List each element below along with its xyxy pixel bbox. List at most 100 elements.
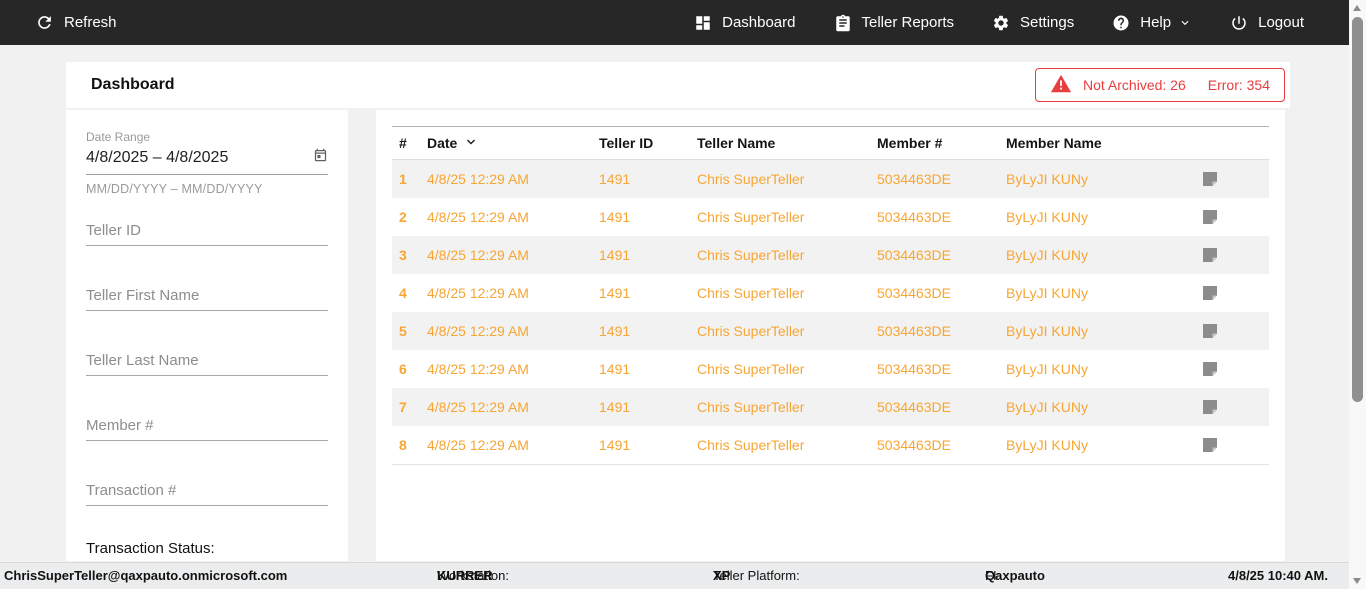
cell-teller-name: Chris SuperTeller bbox=[697, 361, 805, 377]
cell-member-num: 5034463DE bbox=[877, 171, 951, 187]
scrollbar-thumb[interactable] bbox=[1352, 17, 1363, 402]
calendar-icon[interactable] bbox=[313, 147, 328, 168]
note-icon[interactable] bbox=[1194, 399, 1269, 415]
current-datetime: 4/8/25 10:40 AM. bbox=[1228, 568, 1328, 583]
column-header-number: # bbox=[399, 135, 407, 151]
cell-date: 4/8/25 12:29 AM bbox=[427, 437, 529, 453]
cell-member-name: ByLyJI KUNy bbox=[1006, 399, 1088, 415]
table-row[interactable]: 2 4/8/25 12:29 AM 1491 Chris SuperTeller 503… bbox=[392, 198, 1269, 236]
cell-num: 4 bbox=[399, 285, 407, 301]
cell-teller-name: Chris SuperTeller bbox=[697, 323, 805, 339]
cell-num: 3 bbox=[399, 247, 407, 263]
date-range-field[interactable]: Date Range 4/8/2025 – 4/8/2025 bbox=[86, 130, 328, 175]
nav-logout[interactable]: Logout bbox=[1230, 14, 1304, 32]
table-row[interactable]: 5 4/8/25 12:29 AM 1491 Chris SuperTeller 503… bbox=[392, 312, 1269, 350]
workstation-status: Workstation: KURRER bbox=[437, 568, 510, 583]
note-icon[interactable] bbox=[1194, 323, 1269, 339]
cell-member-num: 5034463DE bbox=[877, 285, 951, 301]
cell-num: 1 bbox=[399, 171, 407, 187]
top-navbar: Refresh Dashboard Teller Reports Setting… bbox=[0, 0, 1349, 45]
cell-member-name: ByLyJI KUNy bbox=[1006, 209, 1088, 225]
status-bar: ChrisSuperTeller@qaxpauto.onmicrosoft.co… bbox=[0, 562, 1366, 589]
teller-last-name-input[interactable] bbox=[86, 346, 328, 376]
cell-teller-id: 1491 bbox=[599, 209, 631, 225]
cell-member-num: 5034463DE bbox=[877, 247, 951, 263]
nav-settings[interactable]: Settings bbox=[992, 14, 1074, 32]
teller-platform-status: Teller Platform: XP bbox=[713, 568, 800, 583]
cell-member-name: ByLyJI KUNy bbox=[1006, 171, 1088, 187]
cell-date: 4/8/25 12:29 AM bbox=[427, 209, 529, 225]
note-icon[interactable] bbox=[1194, 285, 1269, 301]
teller-first-name-input[interactable] bbox=[86, 281, 328, 311]
cell-teller-id: 1491 bbox=[599, 437, 631, 453]
transaction-number-input[interactable] bbox=[86, 476, 328, 506]
cell-teller-name: Chris SuperTeller bbox=[697, 399, 805, 415]
date-format-hint: MM/DD/YYYY – MM/DD/YYYY bbox=[86, 182, 263, 196]
user-email: ChrisSuperTeller@qaxpauto.onmicrosoft.co… bbox=[4, 568, 288, 583]
power-icon bbox=[1230, 14, 1248, 32]
table-header-row: # Date Teller ID Teller Name Member # Me… bbox=[392, 126, 1269, 160]
table-row[interactable]: 1 4/8/25 12:29 AM 1491 Chris SuperTeller 503… bbox=[392, 160, 1269, 198]
alert-not-archived: Not Archived: 26 bbox=[1083, 77, 1186, 93]
note-icon[interactable] bbox=[1194, 209, 1269, 225]
nav-logout-label: Logout bbox=[1258, 14, 1304, 31]
member-number-input[interactable] bbox=[86, 411, 328, 441]
table-row[interactable]: 4 4/8/25 12:29 AM 1491 Chris SuperTeller 503… bbox=[392, 274, 1269, 312]
cell-member-num: 5034463DE bbox=[877, 323, 951, 339]
column-header-date[interactable]: Date bbox=[427, 134, 599, 153]
nav-help-label: Help bbox=[1140, 14, 1172, 31]
nav-dashboard[interactable]: Dashboard bbox=[694, 14, 796, 32]
column-header-teller-name: Teller Name bbox=[697, 135, 776, 151]
gear-icon bbox=[992, 14, 1010, 32]
date-range-value[interactable]: 4/8/2025 – 4/8/2025 bbox=[86, 148, 229, 166]
filter-sidebar: Date Range 4/8/2025 – 4/8/2025 MM/DD/YYY… bbox=[66, 110, 348, 561]
cell-num: 8 bbox=[399, 437, 407, 453]
cell-num: 5 bbox=[399, 323, 407, 339]
note-icon[interactable] bbox=[1194, 247, 1269, 263]
cell-member-name: ByLyJI KUNy bbox=[1006, 323, 1088, 339]
cell-date: 4/8/25 12:29 AM bbox=[427, 361, 529, 377]
teller-id-input[interactable] bbox=[86, 216, 328, 246]
cell-date: 4/8/25 12:29 AM bbox=[427, 399, 529, 415]
help-circle-icon bbox=[1112, 14, 1130, 32]
table-row[interactable]: 3 4/8/25 12:29 AM 1491 Chris SuperTeller 503… bbox=[392, 236, 1269, 274]
table-row[interactable]: 8 4/8/25 12:29 AM 1491 Chris SuperTeller 503… bbox=[392, 426, 1269, 464]
cell-member-name: ByLyJI KUNy bbox=[1006, 285, 1088, 301]
nav-help[interactable]: Help bbox=[1112, 14, 1192, 32]
alert-badge[interactable]: Not Archived: 26 Error: 354 bbox=[1035, 68, 1285, 102]
scrollbar-up-arrow-icon[interactable] bbox=[1353, 5, 1361, 11]
table-row[interactable]: 6 4/8/25 12:29 AM 1491 Chris SuperTeller 503… bbox=[392, 350, 1269, 388]
column-header-teller-id: Teller ID bbox=[599, 135, 654, 151]
cell-date: 4/8/25 12:29 AM bbox=[427, 171, 529, 187]
nav-dashboard-label: Dashboard bbox=[722, 14, 796, 31]
results-table-panel: # Date Teller ID Teller Name Member # Me… bbox=[376, 110, 1285, 561]
note-icon[interactable] bbox=[1194, 437, 1269, 453]
nav-settings-label: Settings bbox=[1020, 14, 1075, 31]
transaction-status-label: Transaction Status: bbox=[86, 540, 215, 557]
navbar-menu: Dashboard Teller Reports Settings Help bbox=[694, 14, 1304, 32]
nav-teller-reports[interactable]: Teller Reports bbox=[834, 14, 954, 32]
sort-chevron-down-icon bbox=[463, 134, 479, 153]
cell-teller-id: 1491 bbox=[599, 171, 631, 187]
cell-num: 6 bbox=[399, 361, 407, 377]
cell-num: 2 bbox=[399, 209, 407, 225]
alert-error: Error: 354 bbox=[1207, 77, 1270, 93]
dashboard-grid-icon bbox=[694, 14, 712, 32]
vertical-scrollbar[interactable] bbox=[1349, 0, 1366, 589]
note-icon[interactable] bbox=[1194, 171, 1269, 187]
cell-member-name: ByLyJI KUNy bbox=[1006, 361, 1088, 377]
scrollbar-down-arrow-icon[interactable] bbox=[1353, 578, 1361, 584]
refresh-label: Refresh bbox=[64, 14, 117, 31]
cell-date: 4/8/25 12:29 AM bbox=[427, 323, 529, 339]
warning-triangle-icon bbox=[1050, 73, 1072, 98]
note-icon[interactable] bbox=[1194, 361, 1269, 377]
clipboard-icon bbox=[834, 14, 852, 32]
cell-member-num: 5034463DE bbox=[877, 361, 951, 377]
column-header-member-number: Member # bbox=[877, 135, 943, 151]
cell-date: 4/8/25 12:29 AM bbox=[427, 247, 529, 263]
date-range-label: Date Range bbox=[86, 130, 151, 144]
cell-teller-id: 1491 bbox=[599, 399, 631, 415]
table-row[interactable]: 7 4/8/25 12:29 AM 1491 Chris SuperTeller 503… bbox=[392, 388, 1269, 426]
table-body: 1 4/8/25 12:29 AM 1491 Chris SuperTeller 503… bbox=[392, 160, 1269, 465]
refresh-button[interactable]: Refresh bbox=[35, 13, 117, 32]
